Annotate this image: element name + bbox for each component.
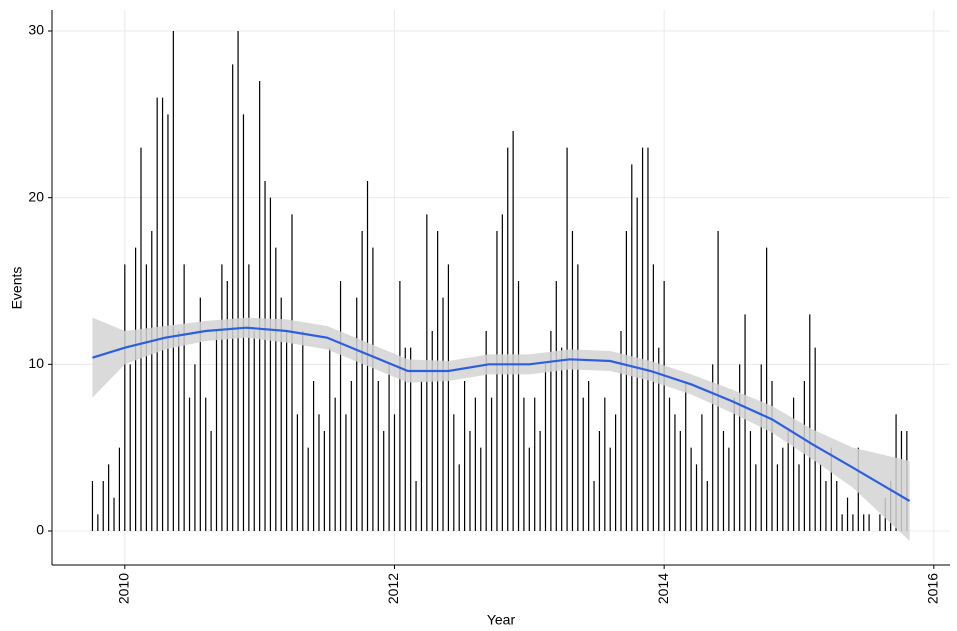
y-tick-label: 20 (28, 188, 44, 204)
y-axis-label: Events (9, 267, 25, 310)
x-tick-label: 2016 (925, 573, 941, 604)
x-tick-label: 2014 (655, 573, 671, 604)
y-tick-label: 10 (28, 355, 44, 371)
x-tick-label: 2010 (116, 573, 132, 604)
confidence-band (92, 317, 910, 541)
y-tick-label: 30 (28, 22, 44, 38)
x-axis-label: Year (487, 612, 516, 628)
x-tick-label: 2012 (385, 573, 401, 604)
y-tick-label: 0 (36, 522, 44, 538)
smooth-line (92, 326, 911, 502)
